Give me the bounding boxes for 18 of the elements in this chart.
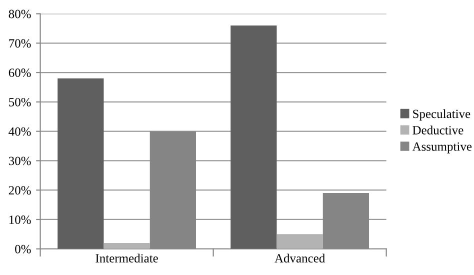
legend-label: Deductive xyxy=(412,126,464,134)
legend-label: Assumptive xyxy=(412,142,472,154)
y-tick-label: 40% xyxy=(8,127,31,136)
y-tick-label: 50% xyxy=(9,98,31,106)
y-tick-label: 20% xyxy=(8,186,31,195)
y-tick-label: 30% xyxy=(8,156,31,166)
bar xyxy=(230,26,277,249)
y-tick-label: 60% xyxy=(8,68,31,78)
y-tick-label: 10% xyxy=(9,216,31,224)
y-tick-label: 70% xyxy=(9,39,31,48)
legend-label: Speculative xyxy=(413,109,470,121)
bar xyxy=(104,242,150,249)
bar xyxy=(276,234,323,249)
y-tick-label: 80% xyxy=(8,10,31,18)
y-tick-label: 0% xyxy=(15,244,31,254)
bar xyxy=(58,78,104,249)
x-tick-label: Intermediate xyxy=(96,254,158,263)
x-tick-label: Advanced xyxy=(274,254,325,263)
